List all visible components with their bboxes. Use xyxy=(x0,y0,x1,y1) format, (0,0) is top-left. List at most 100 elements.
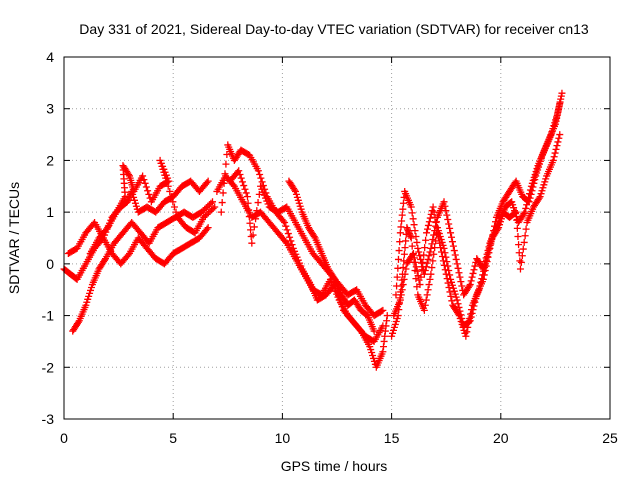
data-point xyxy=(442,270,450,278)
data-point xyxy=(402,237,410,245)
data-point xyxy=(467,310,475,318)
data-point xyxy=(282,222,290,230)
data-point xyxy=(141,179,149,187)
data-point xyxy=(412,233,420,241)
data-point xyxy=(444,279,452,287)
data-point xyxy=(425,252,433,260)
data-point xyxy=(415,248,423,256)
data-point xyxy=(412,263,420,271)
data-point xyxy=(445,267,453,275)
x-tick-label: 15 xyxy=(384,430,400,446)
data-point xyxy=(449,242,457,250)
data-point xyxy=(447,229,455,237)
axis-ticks: 0 5 10 15 20 25 -3 -2 -1 0 1 2 3 4 xyxy=(42,49,618,446)
data-point xyxy=(428,264,436,272)
data-point xyxy=(440,198,448,206)
data-point xyxy=(513,224,521,232)
data-point xyxy=(394,255,402,263)
data-point xyxy=(399,199,407,207)
data-point xyxy=(240,182,248,190)
data-point xyxy=(447,292,455,300)
data-point xyxy=(516,257,524,265)
data-point xyxy=(425,281,433,289)
data-point xyxy=(420,306,428,314)
data-point xyxy=(471,262,479,270)
data-point xyxy=(521,232,529,240)
x-tick-label: 0 xyxy=(60,430,68,446)
data-point xyxy=(252,215,260,223)
data-point xyxy=(253,207,261,215)
data-point xyxy=(421,244,429,252)
data-point xyxy=(424,221,432,229)
data-point xyxy=(378,307,386,315)
data-point xyxy=(244,199,252,207)
data-point xyxy=(535,194,543,202)
data-point xyxy=(383,312,391,320)
data-point xyxy=(522,204,530,212)
x-tick-label: 25 xyxy=(602,430,618,446)
data-point xyxy=(484,249,492,257)
x-tick-label: 20 xyxy=(493,430,509,446)
data-point xyxy=(467,277,475,285)
data-point xyxy=(245,213,253,221)
data-point xyxy=(424,255,432,263)
data-point xyxy=(410,254,418,262)
data-point xyxy=(514,233,522,241)
y-tick-label: -1 xyxy=(42,308,55,324)
data-point xyxy=(463,328,471,336)
y-tick-label: 3 xyxy=(46,101,54,117)
x-tick-label: 10 xyxy=(275,430,291,446)
data-point xyxy=(255,190,263,198)
data-point xyxy=(163,177,171,185)
data-point xyxy=(465,319,473,327)
data-point xyxy=(257,174,265,182)
data-point xyxy=(515,241,523,249)
data-point xyxy=(429,235,437,243)
data-point xyxy=(441,266,449,274)
data-point xyxy=(523,201,531,209)
data-point xyxy=(247,226,255,234)
data-point xyxy=(440,261,448,269)
data-point xyxy=(237,174,245,182)
data-point xyxy=(241,185,249,193)
data-point xyxy=(172,208,180,216)
data-point xyxy=(408,209,416,217)
data-point xyxy=(401,244,409,252)
data-point xyxy=(427,244,435,252)
data-point xyxy=(483,252,491,260)
data-point xyxy=(246,219,254,227)
data-point xyxy=(330,274,338,282)
data-point xyxy=(422,296,430,304)
data-point xyxy=(425,218,433,226)
data-point xyxy=(422,236,430,244)
data-point xyxy=(379,322,387,330)
data-point xyxy=(553,142,561,150)
data-point xyxy=(145,190,153,198)
data-point xyxy=(470,266,478,274)
data-point xyxy=(430,208,438,216)
data-point xyxy=(426,248,434,256)
data-point xyxy=(431,213,439,221)
data-point xyxy=(445,220,453,228)
data-point xyxy=(454,264,462,272)
data-point xyxy=(416,252,424,260)
data-point xyxy=(466,315,474,323)
data-point xyxy=(248,239,256,247)
data-point xyxy=(254,199,262,207)
data-point xyxy=(400,250,408,258)
y-tick-label: 2 xyxy=(46,152,54,168)
data-point xyxy=(431,244,439,252)
data-point xyxy=(429,203,437,211)
data-point xyxy=(413,267,421,275)
data-point xyxy=(453,296,461,304)
data-point xyxy=(466,281,474,289)
data-point xyxy=(462,332,470,340)
data-point xyxy=(401,270,409,278)
y-tick-label: -3 xyxy=(42,411,55,427)
data-point xyxy=(396,229,404,237)
data-point xyxy=(487,238,495,246)
data-point xyxy=(520,238,528,246)
data-point xyxy=(204,177,212,185)
y-tick-label: 4 xyxy=(46,49,54,65)
series-track-1 xyxy=(60,177,212,283)
